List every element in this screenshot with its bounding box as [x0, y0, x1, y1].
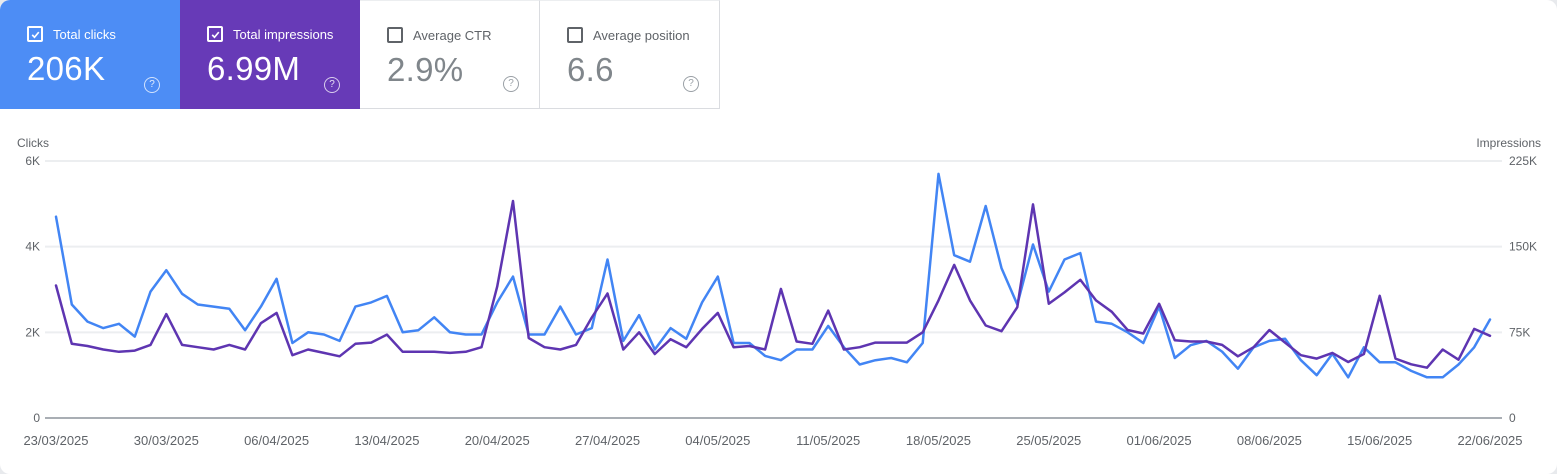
left-axis-tick-label: 2K [25, 325, 40, 339]
right-axis-title: Impressions [1476, 136, 1541, 150]
x-tick-label: 27/04/2025 [575, 433, 640, 448]
x-tick-label: 08/06/2025 [1237, 433, 1302, 448]
help-icon[interactable]: ? [324, 77, 340, 93]
x-tick-label: 13/04/2025 [354, 433, 419, 448]
help-icon[interactable]: ? [683, 76, 699, 92]
metric-cards-row: Total clicks 206K ? Total impressions 6.… [0, 0, 720, 109]
average-ctr-checkbox[interactable] [387, 27, 403, 43]
card-total-clicks[interactable]: Total clicks 206K ? [0, 0, 180, 109]
card-value: 2.9% [387, 51, 464, 88]
card-value: 6.99M [207, 50, 301, 87]
x-tick-label: 22/06/2025 [1457, 433, 1522, 448]
x-tick-label: 11/05/2025 [796, 433, 860, 448]
help-icon[interactable]: ? [144, 77, 160, 93]
series-line-clicks[interactable] [54, 172, 1492, 379]
card-label: Total clicks [53, 26, 116, 42]
x-tick-label: 20/04/2025 [465, 433, 530, 448]
x-tick-label: 06/04/2025 [244, 433, 309, 448]
x-tick-label: 15/06/2025 [1347, 433, 1412, 448]
left-axis-tick-label: 0 [33, 411, 40, 425]
card-value: 6.6 [567, 51, 614, 88]
card-label: Total impressions [233, 26, 334, 42]
right-axis-tick-label: 0 [1509, 411, 1516, 425]
total-clicks-checkbox[interactable] [27, 26, 43, 42]
card-value: 206K [27, 50, 106, 87]
left-axis-title: Clicks [17, 136, 49, 150]
card-total-impressions[interactable]: Total impressions 6.99M ? [180, 0, 360, 109]
x-tick-label: 01/06/2025 [1127, 433, 1192, 448]
total-impressions-checkbox[interactable] [207, 26, 223, 42]
series-line-impressions[interactable] [54, 199, 1492, 369]
card-header: Total clicks [27, 26, 180, 42]
average-position-checkbox[interactable] [567, 27, 583, 43]
checkmark-icon [211, 31, 219, 38]
card-label: Average position [593, 27, 690, 43]
x-tick-label: 18/05/2025 [906, 433, 971, 448]
x-tick-label: 04/05/2025 [685, 433, 750, 448]
x-tick-label: 25/05/2025 [1016, 433, 1081, 448]
left-axis-tick-label: 6K [25, 154, 40, 168]
x-tick-label: 30/03/2025 [134, 433, 199, 448]
card-header: Total impressions [207, 26, 360, 42]
card-average-position[interactable]: Average position 6.6 ? [540, 0, 720, 109]
left-axis-tick-label: 4K [25, 240, 40, 254]
right-axis-tick-label: 75K [1509, 325, 1530, 339]
card-header: Average position [567, 27, 719, 43]
card-label: Average CTR [413, 27, 492, 43]
checkmark-icon [31, 31, 39, 38]
right-axis-tick-label: 225K [1509, 154, 1537, 168]
x-tick-label: 23/03/2025 [23, 433, 88, 448]
right-axis-tick-label: 150K [1509, 240, 1537, 254]
card-average-ctr[interactable]: Average CTR 2.9% ? [360, 0, 540, 109]
help-icon[interactable]: ? [503, 76, 519, 92]
card-header: Average CTR [387, 27, 539, 43]
